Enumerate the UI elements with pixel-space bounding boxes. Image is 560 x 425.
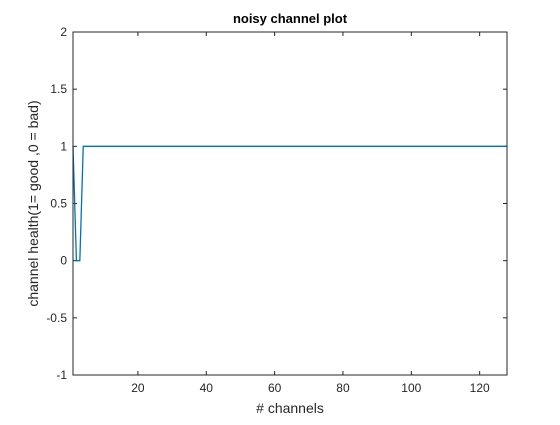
x-tick-label: 80 (336, 381, 350, 395)
y-tick-label: 0.5 (50, 197, 67, 211)
y-tick-label: -1 (56, 368, 67, 382)
axes-box (72, 31, 508, 376)
y-tick-label: 1 (60, 139, 67, 153)
series-layer (72, 145, 507, 262)
y-tick-label: 2 (60, 25, 67, 39)
x-tick-label: 60 (268, 381, 282, 395)
series-line (72, 145, 507, 262)
x-tick-label: 100 (401, 381, 421, 395)
x-tick-label: 40 (200, 381, 214, 395)
plot-area-background (73, 32, 507, 375)
y-axis-label: channel health(1= good ,0 = bad) (25, 100, 41, 306)
y-tick-label: 0 (60, 254, 67, 268)
x-axis-ticks: 20 40 60 80 100 120 (131, 32, 490, 395)
y-axis-ticks: -1 -0.5 0 0.5 1 1.5 2 (46, 25, 507, 382)
chart-title: noisy channel plot (233, 11, 348, 26)
y-tick-label: -0.5 (46, 311, 67, 325)
x-tick-label: 120 (470, 381, 490, 395)
y-tick-label: 1.5 (50, 82, 67, 96)
x-axis-label: # channels (256, 400, 324, 416)
x-tick-label: 20 (131, 381, 145, 395)
